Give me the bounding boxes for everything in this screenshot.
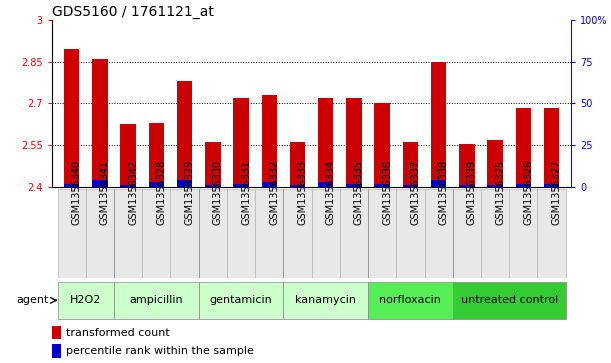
Bar — [403, 185, 418, 187]
Bar — [459, 185, 475, 187]
Bar — [459, 144, 475, 187]
Bar — [290, 185, 306, 187]
Text: GSM1356334: GSM1356334 — [326, 160, 335, 225]
FancyBboxPatch shape — [114, 282, 199, 319]
Bar — [488, 185, 503, 187]
Bar — [375, 103, 390, 187]
Text: GSM1356325: GSM1356325 — [495, 160, 505, 225]
Text: ampicillin: ampicillin — [130, 295, 183, 305]
FancyBboxPatch shape — [368, 282, 453, 319]
Bar — [205, 142, 221, 187]
Text: GDS5160 / 1761121_at: GDS5160 / 1761121_at — [52, 5, 214, 19]
Bar — [318, 98, 334, 187]
FancyBboxPatch shape — [340, 189, 368, 278]
Text: GSM1356340: GSM1356340 — [71, 160, 82, 225]
Text: GSM1356326: GSM1356326 — [523, 160, 533, 225]
Bar — [177, 180, 192, 187]
Bar — [64, 49, 79, 187]
Bar — [233, 184, 249, 187]
Text: GSM1356336: GSM1356336 — [382, 160, 392, 225]
Bar — [148, 123, 164, 187]
Bar — [92, 180, 108, 187]
Text: agent: agent — [16, 295, 49, 305]
FancyBboxPatch shape — [425, 189, 453, 278]
Bar — [262, 182, 277, 187]
FancyBboxPatch shape — [368, 189, 397, 278]
Text: gentamicin: gentamicin — [210, 295, 273, 305]
Bar — [346, 184, 362, 187]
Text: GSM1356329: GSM1356329 — [185, 160, 194, 225]
Bar — [318, 182, 334, 187]
Text: GSM1356328: GSM1356328 — [156, 160, 166, 225]
Bar — [205, 185, 221, 187]
FancyBboxPatch shape — [142, 189, 170, 278]
FancyBboxPatch shape — [227, 189, 255, 278]
Bar — [64, 184, 79, 187]
Bar — [120, 124, 136, 187]
Bar — [403, 142, 418, 187]
Text: norfloxacin: norfloxacin — [379, 295, 441, 305]
Bar — [290, 142, 306, 187]
FancyBboxPatch shape — [538, 189, 566, 278]
Bar — [544, 184, 559, 187]
FancyBboxPatch shape — [86, 189, 114, 278]
Bar — [262, 95, 277, 187]
FancyBboxPatch shape — [199, 282, 284, 319]
Bar — [346, 98, 362, 187]
Text: GSM1356333: GSM1356333 — [298, 160, 307, 225]
Bar — [516, 107, 531, 187]
Text: kanamycin: kanamycin — [295, 295, 356, 305]
Text: percentile rank within the sample: percentile rank within the sample — [67, 346, 254, 356]
FancyBboxPatch shape — [481, 189, 509, 278]
Text: GSM1356331: GSM1356331 — [241, 160, 251, 225]
FancyBboxPatch shape — [57, 189, 86, 278]
Bar — [544, 107, 559, 187]
Text: GSM1356338: GSM1356338 — [439, 160, 448, 225]
FancyBboxPatch shape — [509, 189, 538, 278]
Bar — [488, 140, 503, 187]
FancyBboxPatch shape — [170, 189, 199, 278]
Text: GSM1356330: GSM1356330 — [213, 160, 223, 225]
Text: GSM1356337: GSM1356337 — [411, 160, 420, 225]
Bar — [431, 180, 447, 187]
Bar — [92, 59, 108, 187]
Bar — [148, 182, 164, 187]
Bar — [52, 326, 61, 339]
Bar — [233, 98, 249, 187]
Bar — [516, 184, 531, 187]
Bar — [52, 344, 61, 358]
FancyBboxPatch shape — [312, 189, 340, 278]
Text: untreated control: untreated control — [461, 295, 558, 305]
FancyBboxPatch shape — [453, 189, 481, 278]
FancyBboxPatch shape — [284, 282, 368, 319]
FancyBboxPatch shape — [199, 189, 227, 278]
FancyBboxPatch shape — [284, 189, 312, 278]
Text: H2O2: H2O2 — [70, 295, 101, 305]
Bar — [120, 185, 136, 187]
FancyBboxPatch shape — [397, 189, 425, 278]
Text: GSM1356339: GSM1356339 — [467, 160, 477, 225]
Bar — [431, 62, 447, 187]
Text: GSM1356327: GSM1356327 — [552, 160, 562, 225]
FancyBboxPatch shape — [453, 282, 566, 319]
Bar — [375, 184, 390, 187]
Bar — [177, 81, 192, 187]
Text: GSM1356332: GSM1356332 — [269, 160, 279, 225]
FancyBboxPatch shape — [114, 189, 142, 278]
FancyBboxPatch shape — [255, 189, 284, 278]
Text: transformed count: transformed count — [67, 327, 170, 338]
FancyBboxPatch shape — [57, 282, 114, 319]
Text: GSM1356335: GSM1356335 — [354, 160, 364, 225]
Text: GSM1356342: GSM1356342 — [128, 160, 138, 225]
Text: GSM1356341: GSM1356341 — [100, 160, 110, 225]
